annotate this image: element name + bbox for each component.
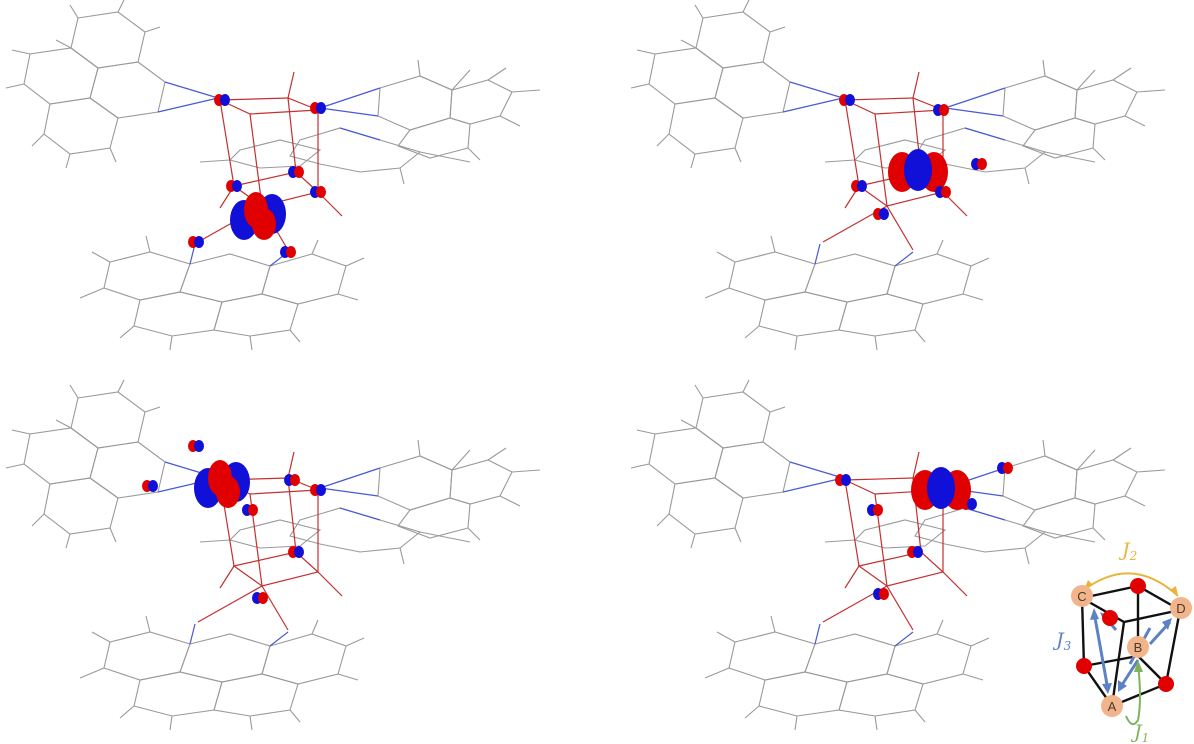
orbital-lobes-panel-4 (835, 462, 1013, 600)
orbital-panel-1 (5, 0, 541, 351)
orbital-lobes-panel-2 (839, 94, 987, 220)
orbital-panel-2 (630, 0, 1166, 351)
orbital-lobes-panel-1 (188, 94, 326, 258)
svg-text:A: A (1108, 699, 1117, 714)
node-D: D (1170, 597, 1192, 619)
svg-text:D: D (1176, 601, 1185, 616)
j1-coupling-arc (1125, 663, 1141, 726)
j3-label: J3 (1052, 629, 1072, 653)
oxygen-nodes (1076, 578, 1174, 692)
j1-label: J1 (1130, 721, 1149, 744)
exchange-coupling-scheme: C D B A J2 J3 J1 (1052, 539, 1192, 744)
svg-text:B: B (1134, 640, 1143, 655)
node-B: B (1127, 636, 1149, 658)
j2-label: J2 (1118, 539, 1137, 563)
node-C: C (1071, 585, 1093, 607)
svg-text:C: C (1077, 589, 1086, 604)
orbital-panel-4 (630, 379, 1166, 731)
node-A: A (1101, 695, 1123, 717)
orbital-panel-3 (5, 379, 541, 731)
j2-coupling-arc (1083, 572, 1179, 597)
